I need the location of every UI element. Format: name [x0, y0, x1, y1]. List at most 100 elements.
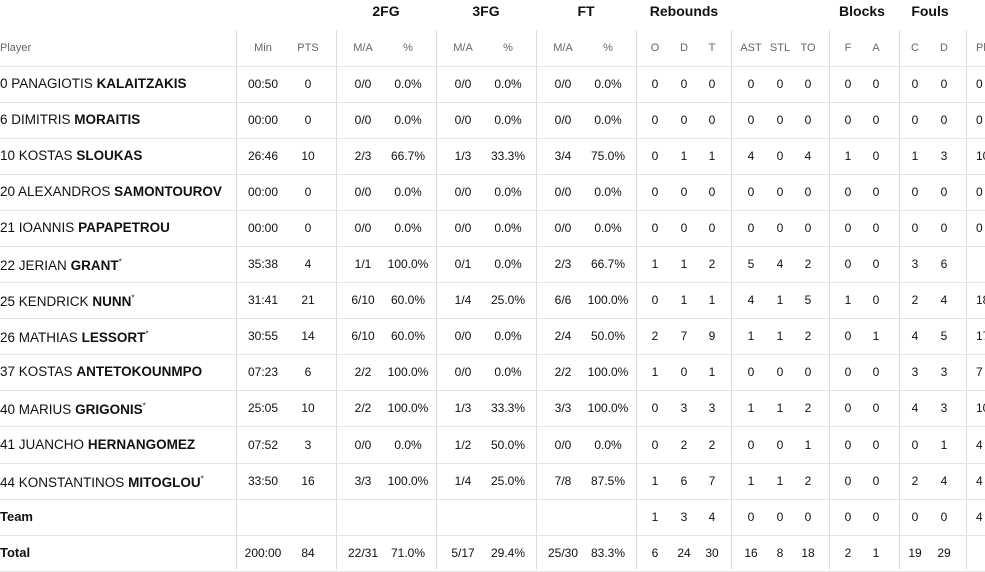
stat-cell: 1	[804, 437, 812, 452]
stat-cell: 1/4	[454, 473, 472, 488]
stat-cell: 10	[976, 149, 985, 164]
player-name: 20 ALEXANDROS SAMONTOUROV	[0, 184, 222, 200]
row-rule	[0, 462, 985, 464]
column-header: %	[603, 42, 613, 54]
stat-cell: 30:55	[247, 329, 279, 344]
stat-cell: 0	[776, 77, 784, 91]
player-last-name: LESSORT	[81, 330, 146, 346]
stat-cell: 2	[804, 257, 812, 272]
column-divider	[336, 30, 337, 570]
stat-cell: 0	[976, 185, 983, 200]
stat-cell: 0	[804, 509, 812, 524]
stat-cell: 71.0%	[390, 545, 426, 560]
stat-cell: 0	[911, 221, 919, 236]
player-first-name: PANAGIOTIS	[11, 76, 93, 91]
player-first-name: IOANNIS	[18, 220, 75, 236]
player-name: 22 JERIAN GRANT*	[0, 255, 122, 275]
stat-cell: 0	[844, 509, 852, 524]
stat-cell: 0	[776, 113, 784, 128]
group-header: Fouls	[911, 3, 949, 19]
column-header: C	[911, 42, 919, 54]
column-header: Min	[254, 42, 272, 54]
column-header: %	[503, 42, 513, 54]
stat-cell: 0	[872, 221, 880, 236]
stat-cell: 6/10	[351, 293, 375, 308]
stat-cell: 0/0	[354, 185, 372, 200]
stat-cell: 200:00	[244, 545, 282, 560]
column-header: AST	[740, 42, 762, 54]
stat-cell: 0	[747, 365, 755, 380]
stat-cell: 0.0%	[394, 113, 422, 128]
stat-cell: 33:50	[247, 473, 279, 488]
stat-cell: 0	[911, 185, 919, 200]
stat-cell: 0	[872, 473, 880, 488]
starter-mark: *	[142, 401, 146, 411]
stat-cell: 1	[776, 473, 784, 488]
stat-cell: 87.5%	[590, 473, 626, 488]
stat-cell: 0	[776, 365, 784, 380]
stat-cell: 0/0	[354, 113, 372, 128]
stat-cell: 10	[301, 149, 315, 164]
stat-cell: 3	[940, 401, 948, 416]
stat-cell: 0	[911, 437, 919, 452]
stat-cell: 0	[844, 473, 852, 488]
stat-cell: 3	[911, 365, 919, 380]
stat-cell: 100.0%	[587, 293, 629, 308]
stat-cell: 2	[708, 257, 716, 272]
player-name: 0 PANAGIOTIS KALAITZAKIS	[0, 76, 187, 92]
row-rule	[0, 426, 985, 428]
stat-cell: 66.7%	[390, 149, 426, 164]
column-divider	[436, 30, 437, 570]
column-divider	[829, 30, 830, 570]
stat-cell: 2	[651, 329, 659, 344]
stat-cell: 4	[976, 473, 983, 488]
stat-cell: 1	[680, 293, 688, 308]
stat-cell: 0/0	[554, 77, 572, 91]
player-name: 41 JUANCHO HERNANGOMEZ	[0, 437, 195, 453]
stat-cell: 35:38	[247, 257, 279, 272]
player-number: 0	[0, 76, 8, 91]
row-rule	[0, 282, 985, 284]
column-header: M/A	[553, 42, 573, 54]
stat-cell: 6	[304, 365, 312, 380]
stat-cell: 2	[804, 473, 812, 488]
box-score-page: 2FG 3FG FT Rebounds Blocks Fouls Player Min PTS M…	[0, 3, 985, 572]
player-first-name: JUANCHO	[18, 436, 85, 452]
stat-cell: 3	[708, 401, 716, 416]
stat-cell: 2	[804, 329, 812, 344]
stat-cell: 0	[680, 113, 688, 128]
player-number: 41	[0, 436, 16, 452]
stat-cell: 2	[911, 293, 919, 308]
stat-cell: 1	[651, 509, 659, 524]
stat-cell: 1/1	[354, 257, 372, 272]
stat-cell: 0	[304, 113, 312, 128]
column-divider	[966, 30, 967, 570]
column-header: M/A	[453, 42, 473, 54]
group-header: 3FG	[472, 3, 500, 19]
player-last-name: MITOGLOU	[128, 474, 201, 490]
stat-cell: 0/0	[354, 437, 372, 452]
stat-cell: 5/17	[451, 545, 475, 560]
stat-cell: 0	[976, 77, 983, 91]
column-header: STL	[769, 42, 791, 54]
player-last-name: NUNN	[92, 294, 132, 310]
stat-cell: 1	[680, 257, 688, 272]
player-name: 10 KOSTAS SLOUKAS	[0, 148, 142, 164]
stat-cell: 75.0%	[590, 149, 626, 164]
stat-cell: 0	[747, 221, 755, 236]
stat-cell: 0	[911, 509, 919, 524]
stat-cell: 0.0%	[494, 257, 522, 272]
column-header: %	[403, 42, 413, 54]
stat-cell: 00:00	[247, 221, 279, 236]
column-header: M/A	[353, 42, 373, 54]
player-number: 44	[0, 474, 16, 490]
stat-cell: 0/0	[454, 221, 472, 236]
stat-cell: 17	[976, 329, 985, 344]
stat-cell: 1	[776, 293, 784, 308]
stat-cell: 0	[680, 221, 688, 236]
stat-cell: 0	[844, 257, 852, 272]
stat-cell: 0	[708, 185, 716, 200]
stat-cell: 1	[651, 473, 659, 488]
stat-cell: 0.0%	[594, 185, 622, 200]
player-name: 6 DIMITRIS MORAITIS	[0, 112, 140, 128]
